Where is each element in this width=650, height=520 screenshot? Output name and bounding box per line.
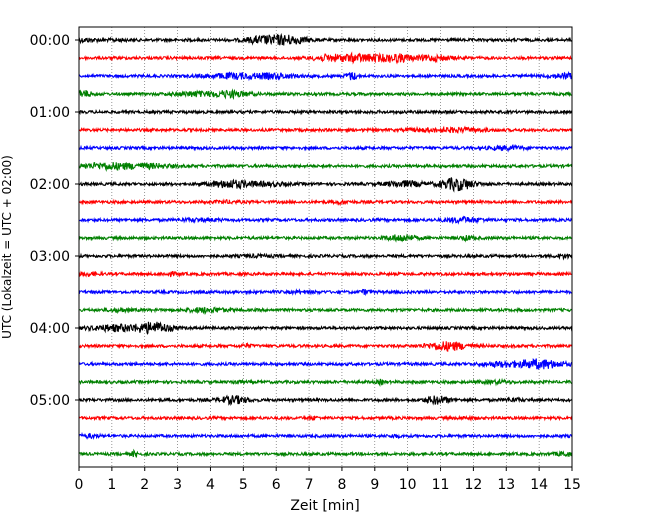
grid-lines xyxy=(111,27,540,467)
x-tick-label-7: 7 xyxy=(305,477,314,493)
trace-row-0345 xyxy=(78,306,573,316)
trace-row-0515 xyxy=(78,414,573,422)
y-tick-label-00:00: 00:00 xyxy=(30,33,70,49)
x-tick-label-4: 4 xyxy=(206,477,215,493)
trace-row-0115 xyxy=(78,125,573,135)
y-tick-label-04:00: 04:00 xyxy=(30,321,70,337)
plot-area xyxy=(79,27,572,467)
x-tick-label-2: 2 xyxy=(140,477,149,493)
seismic-traces xyxy=(78,32,573,458)
x-tick-label-0: 0 xyxy=(75,477,84,493)
trace-row-0145 xyxy=(78,162,573,173)
x-tick-label-8: 8 xyxy=(337,477,346,493)
x-tick-label-12: 12 xyxy=(464,477,482,493)
x-tick-label-11: 11 xyxy=(432,477,450,493)
trace-row-0300 xyxy=(78,252,573,261)
x-tick-label-9: 9 xyxy=(370,477,379,493)
trace-row-0330 xyxy=(78,288,573,297)
trace-row-0545 xyxy=(78,448,573,458)
trace-row-0045 xyxy=(78,88,573,100)
trace-row-0415 xyxy=(78,341,573,352)
x-tick-label-13: 13 xyxy=(497,477,515,493)
x-axis-label: Zeit [min] xyxy=(290,498,359,514)
trace-row-0315 xyxy=(78,270,573,278)
trace-row-0530 xyxy=(78,431,573,441)
x-tick-label-14: 14 xyxy=(530,477,548,493)
trace-row-0000 xyxy=(78,32,573,46)
trace-row-0015 xyxy=(78,51,573,65)
x-tick-label-10: 10 xyxy=(399,477,417,493)
y-tick-label-05:00: 05:00 xyxy=(30,393,70,409)
y-axis-ticks: 00:00 01:00 02:00 03:00 04:00 05:00 xyxy=(30,33,79,409)
trace-row-0030 xyxy=(78,70,573,82)
x-tick-label-3: 3 xyxy=(173,477,182,493)
trace-row-0200 xyxy=(78,177,573,193)
y-axis-label: UTC (Lokalzeit = UTC + 02:00) xyxy=(0,155,14,339)
trace-row-0245 xyxy=(78,233,573,243)
plot-frame xyxy=(78,26,573,468)
trace-row-0230 xyxy=(78,215,573,225)
x-tick-label-6: 6 xyxy=(272,477,281,493)
trace-row-0500 xyxy=(78,394,573,407)
trace-row-0430 xyxy=(78,357,573,370)
x-tick-label-5: 5 xyxy=(239,477,248,493)
trace-row-0100 xyxy=(78,108,573,116)
x-tick-label-1: 1 xyxy=(107,477,116,493)
trace-row-0445 xyxy=(78,377,573,387)
y-tick-label-03:00: 03:00 xyxy=(30,249,70,265)
x-tick-label-15: 15 xyxy=(563,477,581,493)
y-tick-label-02:00: 02:00 xyxy=(30,177,70,193)
trace-row-0400 xyxy=(78,321,573,335)
trace-row-0130 xyxy=(78,143,573,153)
x-axis-ticks: 0 1 2 3 4 5 6 7 8 9 10 11 12 13 14 15 xyxy=(75,467,581,493)
y-tick-label-01:00: 01:00 xyxy=(30,105,70,121)
trace-row-0215 xyxy=(78,198,573,207)
